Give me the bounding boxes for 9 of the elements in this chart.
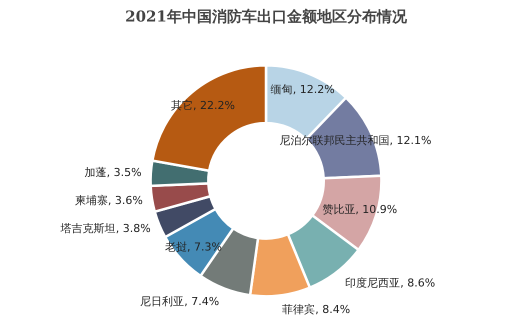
slice-label: 赞比亚, 10.9% [322, 203, 398, 216]
chart-title: 2021年中国消防车出口金额地区分布情况 [125, 8, 408, 26]
slice-label: 尼日利亚, 7.4% [140, 295, 220, 308]
slice-label: 菲律宾, 8.4% [282, 302, 350, 316]
slice-label: 加蓬, 3.5% [84, 166, 142, 180]
slice-label: 缅甸, 12.2% [270, 83, 335, 96]
slice-label: 塔吉克斯坦, 3.8% [60, 222, 151, 235]
slice-label: 印度尼西亚, 8.6% [345, 276, 436, 290]
slice-label: 柬埔寨, 3.6% [74, 194, 143, 207]
